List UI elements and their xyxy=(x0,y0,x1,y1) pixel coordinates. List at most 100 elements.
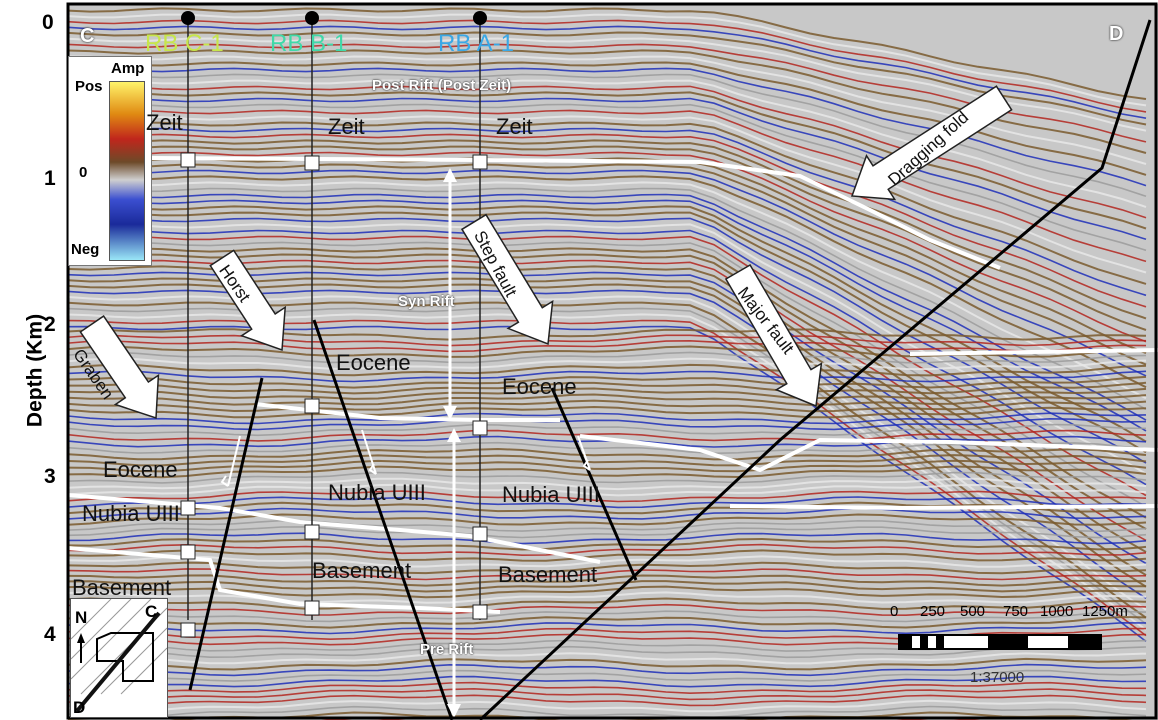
seismic-reflector xyxy=(68,357,1147,371)
seismic-reflector xyxy=(68,657,1147,671)
depth-tick-3: 3 xyxy=(44,465,56,488)
seismic-reflector xyxy=(68,543,1147,557)
post-rift-label: Post Rift (Post Zeit) xyxy=(372,77,512,94)
inset-d-label: D xyxy=(73,698,86,717)
syn-rift-horizon-right xyxy=(909,348,1158,356)
eocene-horizon-right xyxy=(579,434,1158,473)
seismic-reflector xyxy=(68,423,1147,437)
seismic-reflector xyxy=(68,387,1147,400)
seismic-reflector xyxy=(68,193,1147,421)
seismic-reflector xyxy=(68,621,1147,635)
horizon-eocene-a1: Eocene xyxy=(502,374,577,399)
seismic-reflector xyxy=(68,645,1147,659)
seismic-reflector xyxy=(68,157,1147,355)
pre-rift-label: Pre Rift xyxy=(420,641,474,658)
seismic-reflector xyxy=(68,187,1147,411)
well-rb-c1-symbol xyxy=(181,11,195,25)
syn-rift-arrow-head-up xyxy=(443,168,457,182)
well-rb-a1-marker xyxy=(472,604,488,620)
seismic-reflector xyxy=(68,568,1147,581)
pre-rift-arrow-head-down xyxy=(447,704,461,718)
section-end-label: D xyxy=(1109,23,1124,45)
section-border xyxy=(66,2,1158,720)
depth-tick-2: 2 xyxy=(44,313,56,336)
legend-neg-label: Neg xyxy=(71,241,100,258)
slip-arrow-graben-head xyxy=(220,475,229,487)
well-rb-a1-marker xyxy=(472,420,488,436)
well-rb-b1-marker xyxy=(304,600,320,616)
horizon-zeit-b1: Zeit xyxy=(328,114,365,139)
well-label-rb-b1: RB B-1 xyxy=(270,30,348,57)
graben-arrow xyxy=(79,315,160,420)
horizon-basement-a1: Basement xyxy=(498,562,598,587)
seismic-reflector xyxy=(68,663,1147,677)
seismic-reflector xyxy=(68,561,1147,575)
scale-tick-1250: 1250m xyxy=(1082,603,1128,620)
depth-tick-1: 1 xyxy=(44,167,56,190)
depth-axis-label: Depth (Km) xyxy=(23,313,47,428)
seismic-reflector xyxy=(68,151,1147,343)
seismic-reflector xyxy=(68,447,1147,461)
nubia-horizon-right xyxy=(729,504,1158,511)
seismic-reflector xyxy=(68,115,1147,274)
well-rb-b1-marker xyxy=(304,398,320,414)
inset-map xyxy=(71,599,167,713)
seismic-reflector xyxy=(68,121,1147,285)
horst-arrow xyxy=(209,249,287,352)
seismic-reflector xyxy=(68,169,1147,377)
section-start-label: C xyxy=(80,25,95,47)
seismic-reflector xyxy=(68,91,1147,230)
seismic-reflector xyxy=(68,229,1147,486)
horst-fault xyxy=(312,319,454,720)
seismic-reflector xyxy=(68,73,1147,198)
seismic-reflector xyxy=(68,381,1147,395)
seismic-reflector xyxy=(68,526,1147,539)
seismic-reflector xyxy=(68,145,1147,331)
well-rb-b1-marker xyxy=(304,155,320,171)
seismic-reflector xyxy=(68,483,1147,497)
syn-rift-arrow-head-down xyxy=(443,406,457,420)
scale-tick-0: 0 xyxy=(890,603,899,620)
well-rb-c1-marker xyxy=(180,152,196,168)
seismic-reflector xyxy=(68,477,1147,491)
seismic-reflector xyxy=(68,519,1147,533)
seismic-reflector xyxy=(68,363,1147,377)
seismic-reflector xyxy=(68,681,1147,695)
well-rb-a1-marker xyxy=(472,526,488,542)
seismic-reflector xyxy=(68,454,1147,467)
seismic-reflector xyxy=(68,103,1147,252)
seismic-reflector xyxy=(68,37,1147,132)
seismic-reflector xyxy=(68,465,1147,479)
seismic-reflector xyxy=(68,133,1147,308)
well-label-rb-a1: RB A-1 xyxy=(438,30,515,57)
seismic-reflector xyxy=(68,591,1147,604)
seismic-reflector xyxy=(68,610,1147,623)
seismic-reflector xyxy=(68,429,1147,442)
seismic-reflector xyxy=(68,412,1147,425)
legend-zero-label: 0 xyxy=(79,164,88,181)
seismic-reflector xyxy=(68,181,1147,400)
seismic-reflector xyxy=(68,669,1147,682)
legend-amp-label: Amp xyxy=(111,60,145,77)
well-rb-b1-marker xyxy=(304,524,320,540)
seismic-reflector xyxy=(68,7,1147,100)
major-fault-line xyxy=(478,19,1152,720)
slip-arrow-graben xyxy=(227,435,241,487)
well-rb-b1-symbol xyxy=(305,11,319,25)
seismic-reflector xyxy=(68,175,1147,389)
horizon-basement-b1: Basement xyxy=(312,558,412,583)
seismic-reflector xyxy=(68,459,1147,473)
seismic-reflector xyxy=(68,13,1147,107)
seismic-reflector xyxy=(68,675,1147,688)
depth-tick-0: 0 xyxy=(42,11,54,34)
seismic-reflector xyxy=(68,513,1147,526)
seismic-reflector xyxy=(68,555,1147,568)
seismic-reflector xyxy=(68,705,1147,719)
seismic-reflector xyxy=(68,537,1147,551)
seismic-reflector xyxy=(68,370,1147,383)
scale-tick-250: 250 xyxy=(920,603,946,620)
seismic-reflector xyxy=(68,325,1147,643)
seismic-reflector xyxy=(68,549,1147,562)
horizon-eocene-c1: Eocene xyxy=(103,457,178,482)
